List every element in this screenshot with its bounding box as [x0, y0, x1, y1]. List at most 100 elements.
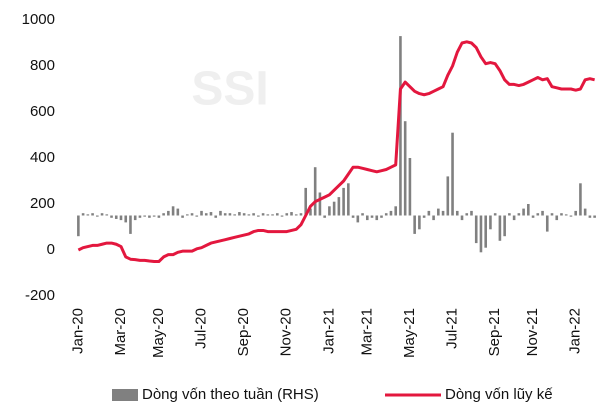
bar [441, 210, 445, 216]
bar [351, 215, 355, 218]
bar [77, 215, 80, 237]
bar [313, 167, 317, 216]
y-tick-label: 0 [47, 241, 55, 258]
bar [574, 210, 577, 216]
bar [204, 213, 208, 216]
bar [223, 213, 227, 216]
bar [560, 213, 563, 216]
bar [446, 176, 450, 216]
x-tick-label: Mar-20 [112, 308, 129, 356]
bar [347, 183, 350, 216]
y-tick-label: 1000 [22, 11, 55, 28]
bar [91, 213, 94, 216]
x-tick-label: Jan-22 [567, 308, 584, 354]
legend-label: Dòng vốn theo tuần (RHS) [142, 386, 319, 403]
bar [365, 215, 369, 221]
bar [275, 213, 279, 216]
bar [541, 210, 544, 216]
bar [593, 215, 596, 218]
bar [474, 215, 478, 244]
bar [361, 213, 364, 216]
bar [81, 213, 85, 216]
bar [527, 204, 530, 216]
bar [171, 206, 175, 216]
bar [219, 210, 222, 216]
bar [162, 213, 165, 216]
bar [257, 215, 260, 217]
bar [498, 215, 502, 241]
bar [588, 215, 592, 218]
bar [100, 213, 104, 216]
bar [579, 183, 582, 216]
x-tick-label: May-20 [150, 308, 167, 358]
bar [403, 121, 407, 216]
x-tick-label: Nov-20 [278, 308, 295, 356]
bar [261, 213, 265, 216]
bar [489, 215, 492, 230]
bar [508, 213, 511, 216]
x-tick-label: May-21 [401, 308, 418, 358]
bar [266, 214, 270, 216]
bar [418, 215, 421, 230]
bar [583, 208, 587, 216]
bar [110, 215, 113, 218]
bar [332, 201, 336, 216]
bar [233, 214, 236, 216]
bar [214, 215, 218, 218]
bar [465, 213, 469, 216]
bar [531, 215, 535, 218]
bar [143, 215, 146, 217]
bar [380, 215, 383, 218]
legend-swatch [112, 389, 138, 401]
bar [370, 215, 374, 218]
bar [318, 192, 322, 216]
bar [451, 132, 454, 216]
bar [129, 215, 132, 234]
bar [375, 215, 379, 221]
bar [176, 208, 180, 216]
bar [432, 215, 435, 221]
bar [309, 208, 312, 216]
bar [460, 215, 464, 221]
bar [157, 215, 161, 218]
bar [252, 213, 255, 216]
bar [280, 215, 284, 217]
x-tick-label: Sep-20 [235, 308, 252, 356]
bar [342, 187, 345, 216]
bar [167, 210, 170, 216]
x-tick-label: Jan-20 [69, 308, 86, 354]
bar [124, 215, 128, 223]
bar [422, 215, 426, 218]
bar [96, 215, 99, 217]
bar [119, 215, 123, 221]
bar [389, 210, 393, 216]
x-tick-label: Sep-21 [486, 308, 503, 356]
bar [522, 208, 525, 216]
bar [148, 215, 151, 218]
y-tick-label: 800 [30, 57, 55, 74]
y-tick-label: 200 [30, 195, 55, 212]
y-tick-label: 400 [30, 149, 55, 166]
bar [86, 214, 90, 216]
bar [304, 187, 308, 216]
bar [564, 214, 568, 216]
bar [408, 158, 412, 216]
bar [186, 214, 189, 216]
line [77, 40, 595, 263]
bar [356, 215, 360, 223]
bar [437, 208, 440, 216]
x-tick-label: Mar-21 [358, 308, 375, 356]
bar [271, 214, 274, 216]
bar [512, 215, 516, 221]
x-tick-label: Jul-21 [444, 308, 461, 349]
bar [200, 210, 203, 216]
bar [555, 215, 559, 221]
bar [190, 213, 194, 216]
bar [195, 215, 199, 217]
bar [209, 212, 213, 216]
bar [152, 215, 156, 217]
y-tick-label: -200 [25, 287, 55, 304]
bar [323, 215, 326, 218]
bar [138, 215, 142, 218]
